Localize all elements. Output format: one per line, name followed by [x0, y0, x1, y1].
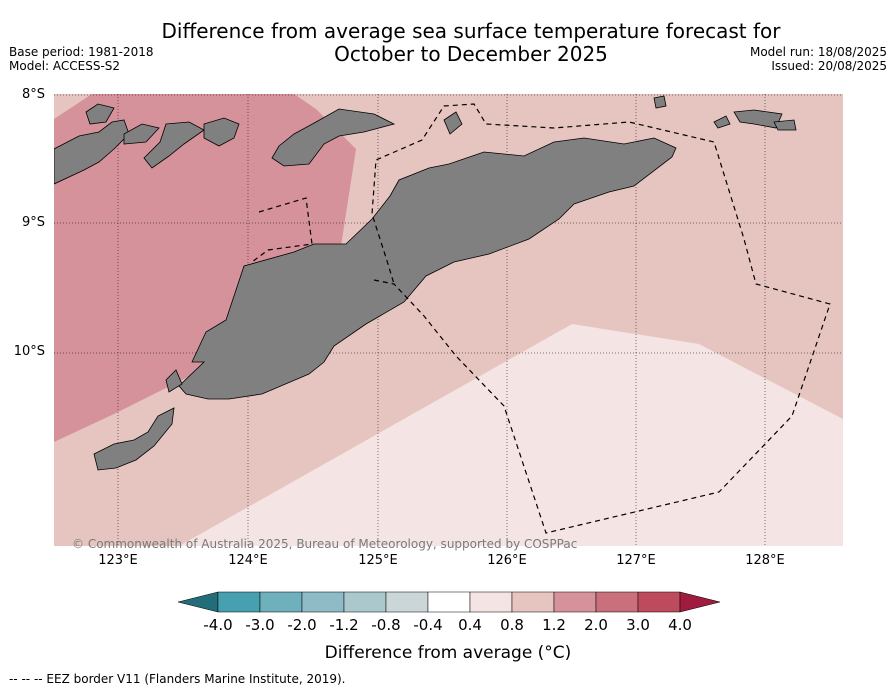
- colorbar-cell: [217, 591, 261, 613]
- colorbar-cell: [343, 591, 387, 613]
- romang-island: [653, 95, 667, 109]
- lon-label-126e: 126°E: [487, 553, 527, 568]
- land-masses: [54, 95, 797, 471]
- colorbar-tick-label: -0.8: [371, 616, 401, 634]
- anomaly-band-0-4-0-8: [54, 324, 843, 546]
- anomaly-band-1-2-2-0: [54, 94, 356, 442]
- colorbar-cell: [385, 591, 429, 613]
- colorbar-tick-label: 3.0: [626, 616, 650, 634]
- colorbar-tick-label: -1.2: [329, 616, 359, 634]
- eez-border-timor: [371, 103, 831, 534]
- colorbar-cell: [427, 591, 471, 613]
- base-period: Base period: 1981-2018: [9, 45, 154, 59]
- colorbar-extend-low: [178, 591, 219, 613]
- meta-left: Base period: 1981-2018 Model: ACCESS-S2: [9, 45, 154, 73]
- colorbar-cell: [553, 591, 597, 613]
- title-line-2: October to December 2025: [334, 42, 608, 66]
- colorbar-tick-label: 0.8: [500, 616, 524, 634]
- lembata-island: [143, 121, 205, 169]
- lat-label-8s: 8°S: [21, 87, 45, 102]
- lat-label-10s: 10°S: [13, 344, 45, 359]
- model-run: Model run: 18/08/2025: [749, 45, 887, 59]
- colorbar: [178, 591, 720, 613]
- wetar-east: [733, 109, 783, 129]
- timor-island: [178, 137, 677, 400]
- colorbar-tick-label: -4.0: [203, 616, 233, 634]
- colorbar-cell: [637, 591, 681, 613]
- colorbar-extend-high: [679, 591, 720, 613]
- colorbar-tick-label: -2.0: [287, 616, 317, 634]
- chart-title: Difference from average sea surface temp…: [0, 20, 896, 66]
- copyright-notice: © Commonwealth of Australia 2025, Bureau…: [72, 537, 578, 551]
- small-island-north: [85, 103, 115, 125]
- colorbar-tick-label: 2.0: [584, 616, 608, 634]
- colorbar-cell: [301, 591, 345, 613]
- colorbar-label: Difference from average (°C): [324, 643, 572, 663]
- lon-label-124e: 124°E: [228, 553, 268, 568]
- rote-island: [165, 369, 183, 393]
- colorbar-cell: [469, 591, 513, 613]
- colorbar-tick-label: 4.0: [668, 616, 692, 634]
- lon-label-128e: 128°E: [745, 553, 785, 568]
- colorbar-tick-label: 1.2: [542, 616, 566, 634]
- eez-border-north: [251, 197, 313, 263]
- solor-islands: [123, 123, 160, 145]
- pantar-island: [203, 117, 240, 147]
- lon-label-125e: 125°E: [358, 553, 398, 568]
- sawu-island: [93, 407, 175, 471]
- colorbar-cell: [511, 591, 555, 613]
- colorbar-tick-label: -0.4: [413, 616, 443, 634]
- title-line-1: Difference from average sea surface temp…: [161, 19, 781, 43]
- issued-date: Issued: 20/08/2025: [771, 59, 887, 73]
- lon-label-123e: 123°E: [98, 553, 138, 568]
- lat-label-9s: 9°S: [21, 215, 45, 230]
- leti-island: [713, 115, 731, 129]
- colorbar-tick-label: -3.0: [245, 616, 275, 634]
- colorbar-cell: [259, 591, 303, 613]
- colorbar-cell: [595, 591, 639, 613]
- colorbar-tick-label: 0.4: [458, 616, 482, 634]
- kisar-island: [773, 119, 797, 131]
- model-name: Model: ACCESS-S2: [9, 59, 121, 73]
- alor-islands: [271, 108, 396, 167]
- meta-right: Model run: 18/08/2025 Issued: 20/08/2025: [750, 45, 887, 73]
- sst-map: [54, 94, 843, 546]
- eez-legend: -- -- -- EEZ border V11 (Flanders Marine…: [9, 672, 346, 686]
- lon-label-127e: 127°E: [616, 553, 656, 568]
- atauro-island: [443, 111, 463, 135]
